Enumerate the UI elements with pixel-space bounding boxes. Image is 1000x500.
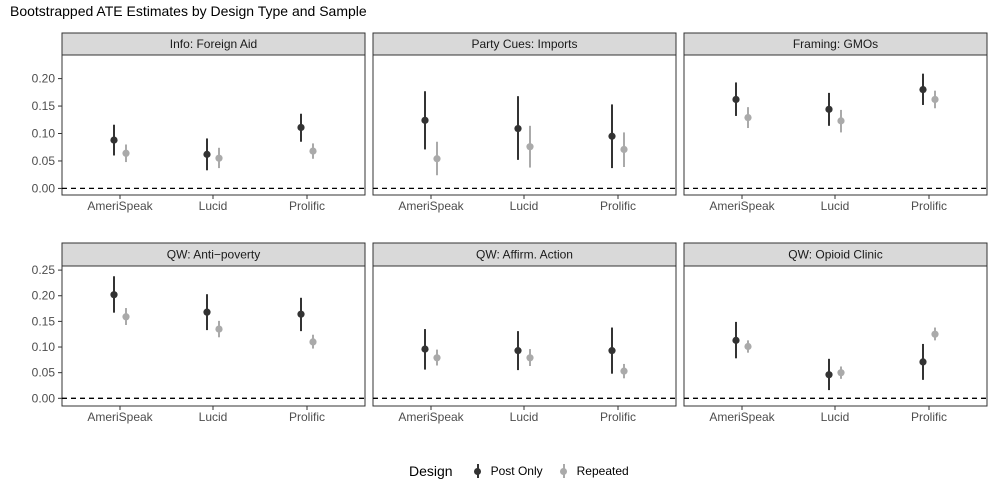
point-post-only-prolific [608,347,616,355]
x-tick-label-prolific: Prolific [289,410,325,424]
point-repeated-lucid [215,325,223,333]
point-repeated-prolific [931,95,939,104]
point-repeated-amerispeak [744,113,752,122]
point-post-only-lucid [825,371,833,379]
x-tick-label-lucid: Lucid [510,199,539,213]
point-post-only-lucid [203,308,211,316]
point-repeated-prolific [931,330,939,338]
panel-border-qw-opioid-clinic [683,265,988,407]
point-repeated-lucid [837,369,845,377]
point-post-only-prolific [608,132,616,140]
x-tick-label-prolific: Prolific [911,410,947,424]
point-post-only-amerispeak [732,95,740,104]
point-repeated-prolific [620,367,628,375]
point-repeated-amerispeak [433,155,441,163]
legend-title: Design [409,463,453,479]
y-tick-label: 0.05 [32,366,56,380]
point-post-only-prolific [919,358,927,366]
x-tick-label-prolific: Prolific [911,199,947,213]
panel-border-qw-anti-poverty [61,265,366,407]
point-post-only-lucid [203,150,211,158]
y-tick-label: 0.25 [32,263,56,277]
point-repeated-lucid [526,143,534,151]
point-post-only-amerispeak [110,136,118,144]
y-tick-label: 0.20 [32,72,56,86]
y-tick-label: 0.10 [32,127,56,141]
panel-title-party-cues-imports: Party Cues: Imports [471,37,577,51]
point-post-only-lucid [514,347,522,355]
point-post-only-lucid [825,105,833,113]
point-repeated-amerispeak [744,342,752,351]
x-tick-label-amerispeak: AmeriSpeak [87,199,153,213]
point-post-only-prolific [297,310,305,318]
legend-key-repeated [559,461,569,481]
point-post-only-amerispeak [110,291,118,299]
x-tick-label-lucid: Lucid [199,410,228,424]
legend-item-repeated: Repeated [559,461,629,481]
y-tick-label: 0.20 [32,289,56,303]
y-tick-label: 0.15 [32,314,56,328]
point-repeated-prolific [309,338,317,346]
x-tick-label-lucid: Lucid [821,199,850,213]
point-post-only-prolific [919,85,927,94]
chart-title: Bootstrapped ATE Estimates by Design Typ… [10,3,367,19]
y-tick-label: 0.10 [32,340,56,354]
legend: Design Post Only Repeated [409,461,645,481]
x-tick-label-lucid: Lucid [821,410,850,424]
x-tick-label-lucid: Lucid [510,410,539,424]
point-repeated-amerispeak [122,149,130,157]
legend-key-post-only [473,461,483,481]
x-tick-label-amerispeak: AmeriSpeak [709,410,775,424]
panel-border-info-foreign-aid [61,54,366,196]
panel-border-party-cues-imports [372,54,677,196]
point-repeated-prolific [309,147,317,155]
point-repeated-lucid [837,117,845,125]
y-tick-label: 0.00 [32,181,56,195]
panel-title-info-foreign-aid: Info: Foreign Aid [170,37,257,51]
x-tick-label-amerispeak: AmeriSpeak [398,410,464,424]
y-tick-label: 0.00 [32,391,56,405]
point-repeated-amerispeak [433,354,441,362]
panel-title-qw-opioid-clinic: QW: Opioid Clinic [788,248,882,262]
legend-label-repeated: Repeated [576,464,629,478]
point-post-only-prolific [297,123,305,132]
x-tick-label-amerispeak: AmeriSpeak [709,199,775,213]
panel-title-qw-anti-poverty: QW: Anti−poverty [167,248,261,262]
legend-label-post-only: Post Only [490,464,543,478]
point-repeated-amerispeak [122,313,130,321]
point-post-only-amerispeak [732,336,740,344]
x-tick-label-amerispeak: AmeriSpeak [87,410,153,424]
y-tick-label: 0.05 [32,154,56,168]
point-repeated-lucid [215,154,223,162]
x-tick-label-prolific: Prolific [289,199,325,213]
panel-border-framing-gmos [683,54,988,196]
panel-border-qw-affirm-action [372,265,677,407]
point-post-only-lucid [514,124,522,133]
x-tick-label-prolific: Prolific [600,410,636,424]
panel-title-qw-affirm-action: QW: Affirm. Action [476,248,573,262]
x-tick-label-prolific: Prolific [600,199,636,213]
y-tick-label: 0.15 [32,99,56,113]
point-post-only-amerispeak [421,345,429,353]
panel-title-framing-gmos: Framing: GMOs [793,37,878,51]
legend-item-post-only: Post Only [473,461,543,481]
point-repeated-prolific [620,145,628,154]
point-repeated-lucid [526,354,534,362]
x-tick-label-amerispeak: AmeriSpeak [398,199,464,213]
point-post-only-amerispeak [421,116,429,124]
x-tick-label-lucid: Lucid [199,199,228,213]
